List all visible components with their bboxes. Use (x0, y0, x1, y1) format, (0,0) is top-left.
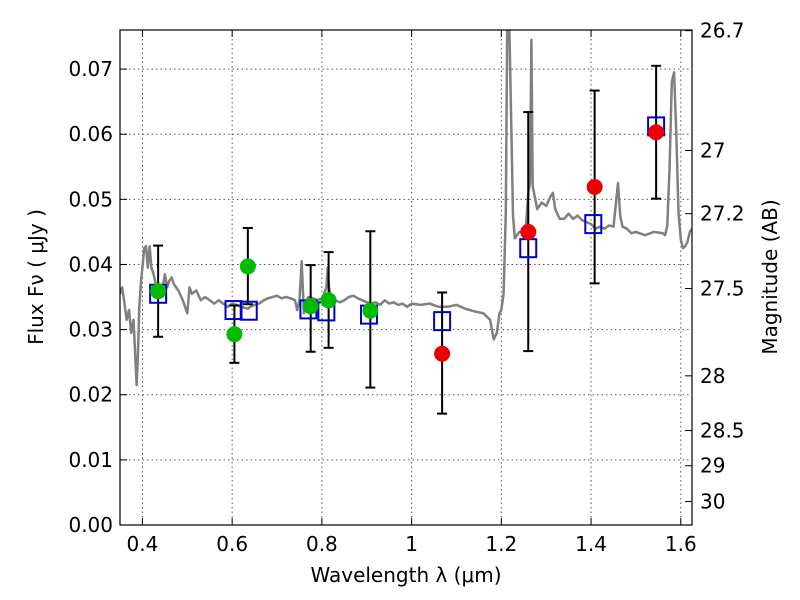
green-point (302, 298, 319, 315)
right-tick-label: 27.2 (700, 202, 745, 226)
x-tick-label: 1.2 (485, 532, 517, 556)
x-axis-label: Wavelength λ (μm) (310, 563, 501, 587)
right-tick-label: 29 (700, 454, 725, 478)
green-point (226, 326, 243, 343)
right-tick-label: 28 (700, 364, 725, 388)
red-point (648, 124, 665, 141)
y-tick-label: 0.07 (68, 57, 113, 81)
right-tick-label: 26.7 (700, 19, 745, 43)
tick-layer: 0.4 0.6 0.8 1 1.2 1.4 1.6 0.00 0.01 0.02 0.03 0.04 0… (68, 19, 744, 556)
x-tick-label: 1.6 (665, 532, 697, 556)
red-point (434, 345, 451, 362)
model-square (584, 214, 603, 235)
red-point (520, 223, 537, 240)
y-tick-label: 0.01 (68, 448, 113, 472)
x-tick-label: 0.8 (306, 532, 338, 556)
right-tick-label: 28.5 (700, 419, 745, 443)
y-tick-label: 0.04 (68, 252, 113, 276)
data-layer (120, 30, 692, 415)
green-point (320, 292, 337, 309)
x-tick-label: 0.6 (216, 532, 248, 556)
y-tick-label: 0.06 (68, 122, 113, 146)
y-tick-label: 0.00 (68, 513, 113, 537)
grid-layer (120, 30, 692, 526)
y-axis-label: Flux Fν ( μJy ) (24, 209, 48, 345)
y-tick-label: 0.02 (68, 383, 113, 407)
right-axis-label: Magnitude (AB) (758, 199, 782, 354)
x-tick-label: 0.4 (127, 532, 159, 556)
spectrum-line (120, 30, 692, 387)
right-tick-label: 27 (700, 138, 725, 162)
y-tick-label: 0.03 (68, 318, 113, 342)
green-point (362, 302, 379, 319)
right-tick-label: 30 (700, 490, 725, 514)
green-point (239, 258, 256, 275)
model-square (239, 300, 258, 321)
red-point (586, 178, 603, 195)
plot-frame (119, 29, 693, 526)
x-tick-label: 1 (405, 532, 418, 556)
x-tick-label: 1.4 (575, 532, 607, 556)
y-tick-label: 0.05 (68, 187, 113, 211)
green-point (150, 283, 167, 300)
right-tick-label: 27.5 (700, 277, 745, 301)
model-square (433, 311, 452, 332)
